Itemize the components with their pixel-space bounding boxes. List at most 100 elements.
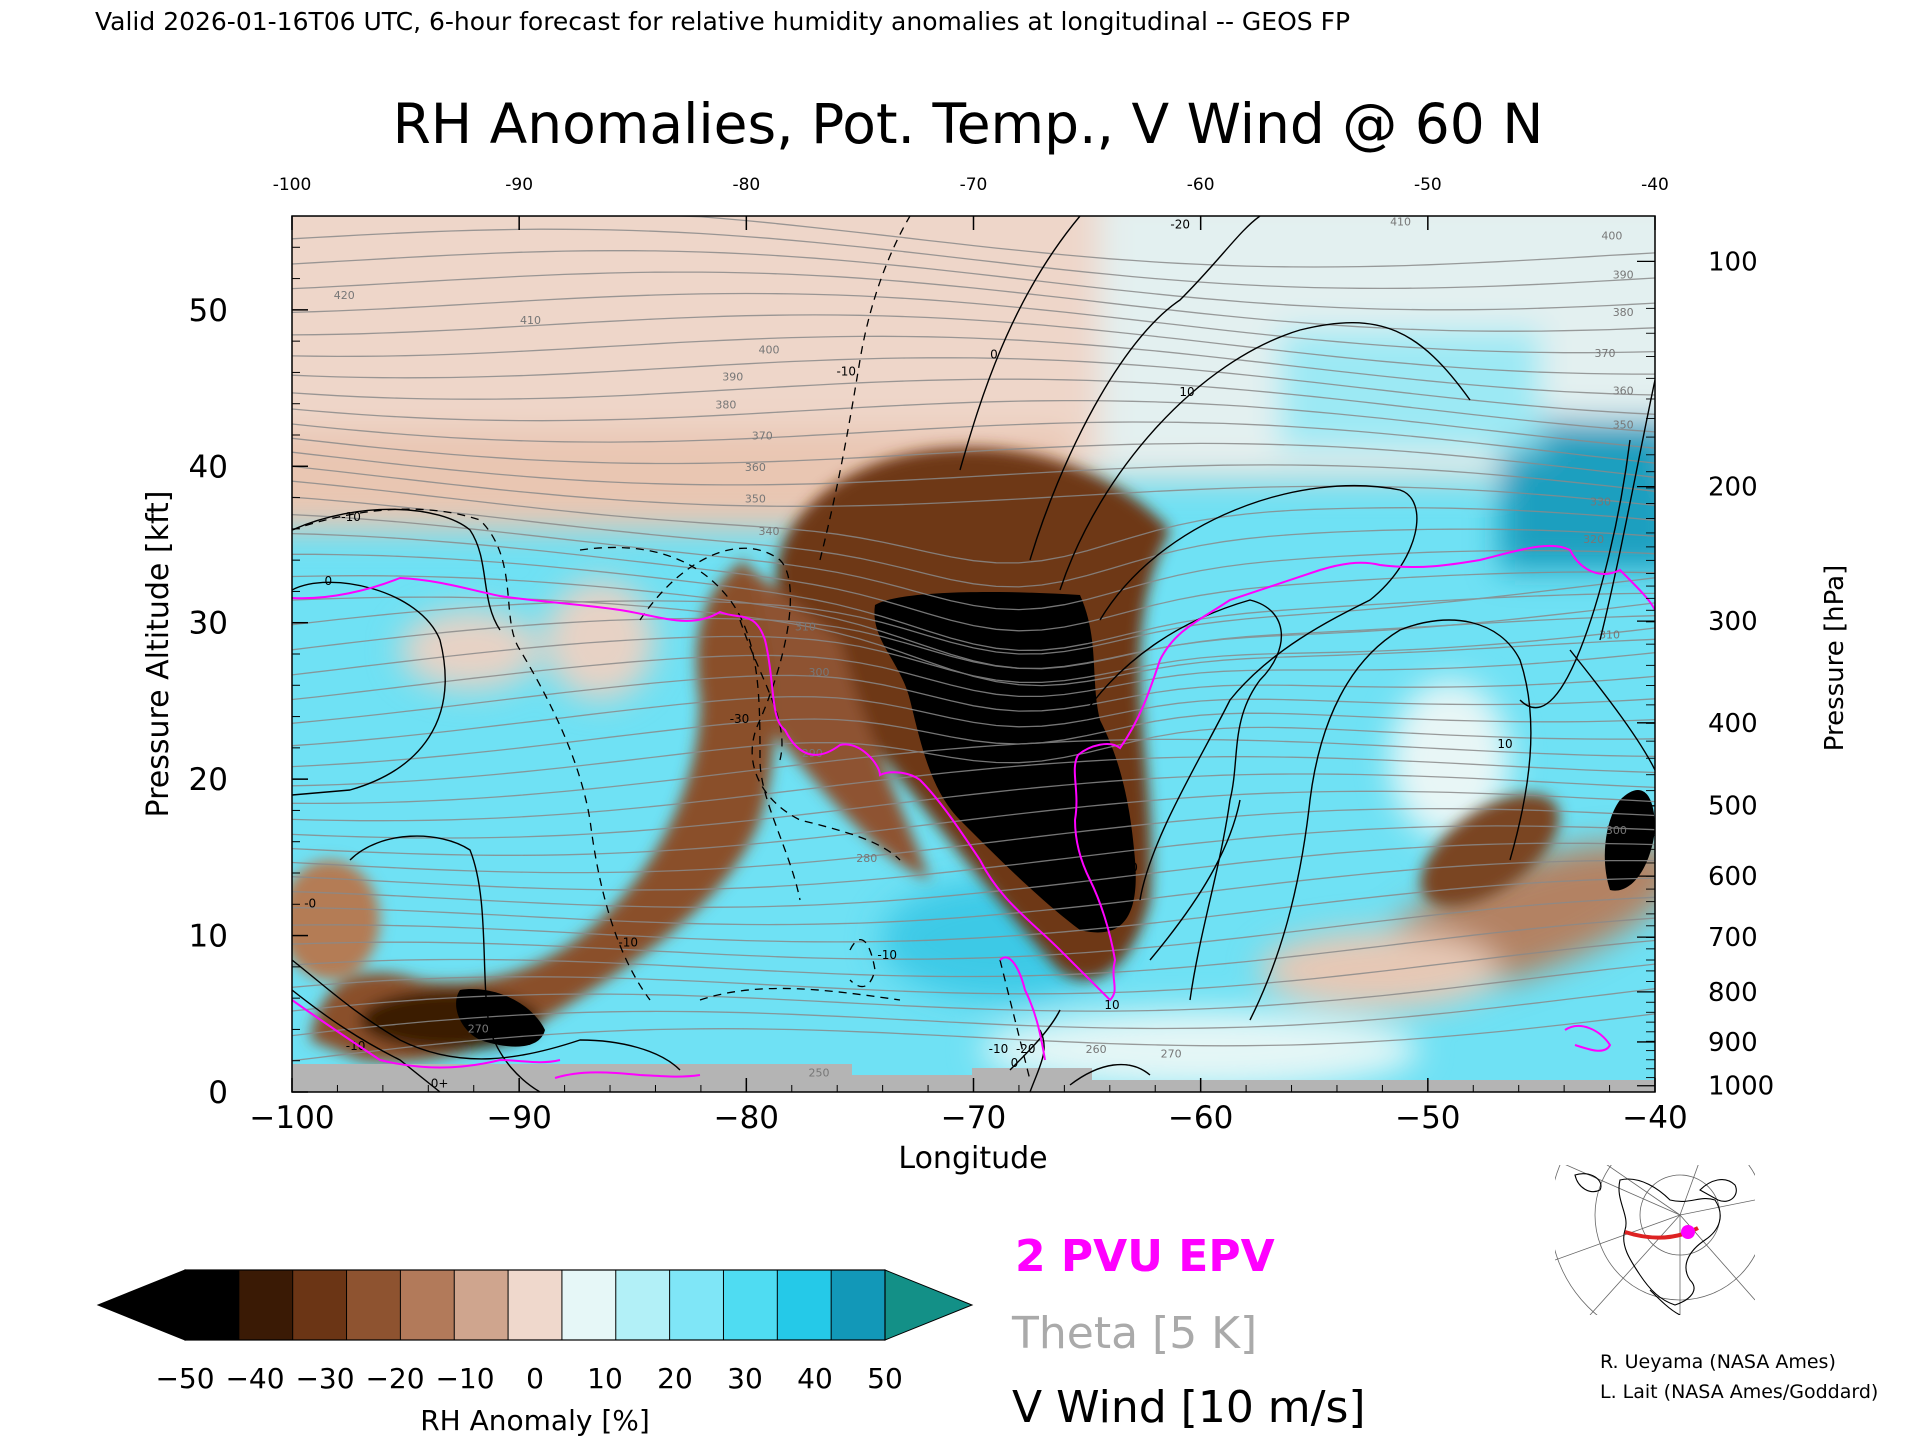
colorbar-under-arrow	[96, 1269, 186, 1341]
theta-label: 380	[1613, 306, 1634, 319]
pressure-tick-label: 300	[1708, 607, 1758, 637]
x-tick-label: −100	[249, 1100, 334, 1136]
theta-contour-line	[292, 963, 1655, 1012]
theta-contour-line	[292, 825, 1655, 891]
theta-contour-line	[292, 877, 1655, 943]
wind-label: 10	[1497, 737, 1512, 751]
theta-contour-line	[292, 896, 1655, 960]
theta-label: 410	[1390, 215, 1411, 228]
x-top-tick-label: -70	[960, 175, 988, 195]
wind-label: -10	[989, 1042, 1009, 1056]
colorbar-tick-label: −40	[225, 1362, 284, 1395]
theta-label: 270	[468, 1023, 489, 1036]
theta-contour-line	[292, 399, 1655, 449]
colorbar-frame	[184, 1269, 886, 1341]
theta-label: 360	[1613, 384, 1634, 397]
x-top-tick-label: -60	[1187, 175, 1215, 195]
theta-contour-line	[292, 807, 1655, 874]
wind-label: 30	[1123, 860, 1138, 874]
pressure-tick-label: 100	[1708, 247, 1758, 277]
colorbar-tick-label: 20	[657, 1362, 693, 1395]
colorbar-segment	[454, 1270, 509, 1340]
y-tick-label: 0	[208, 1075, 228, 1111]
y-tick-label: 40	[189, 449, 228, 485]
theta-contour-line	[292, 859, 1655, 926]
plot-area: 4204104003903803703603503403103002902802…	[292, 215, 1655, 1092]
colorbar-tick-label: 0	[526, 1362, 544, 1395]
theta-contour-line	[292, 357, 1655, 415]
theta-label: 370	[752, 430, 773, 443]
y-tick-label: 10	[189, 919, 228, 955]
colorbar-segment	[561, 1270, 617, 1340]
theta-contour-line	[292, 842, 1655, 908]
pressure-tick-label: 500	[1708, 792, 1758, 822]
theta-label: 350	[1613, 419, 1634, 432]
theta-label: 300	[809, 666, 830, 679]
theta-contour-line	[292, 250, 1655, 311]
theta-label: 360	[745, 461, 766, 474]
colorbar-over-arrow	[884, 1269, 974, 1341]
theta-contour-line	[292, 575, 1655, 670]
v-wind-negative-contours	[292, 216, 1031, 1081]
colorbar-tick-label: −50	[155, 1362, 214, 1395]
colorbar-label: RH Anomaly [%]	[420, 1404, 650, 1437]
x-axis-title: Longitude	[898, 1141, 1047, 1176]
colorbar-segment	[185, 1270, 240, 1340]
theta-label: 310	[1599, 628, 1620, 641]
wind-label: -0	[304, 896, 316, 910]
theta-contour-line	[292, 216, 1655, 268]
theta-contour-line	[292, 532, 1655, 632]
theta-label: 410	[520, 314, 541, 327]
theta-label: 320	[1583, 533, 1604, 546]
valid-time-header: Valid 2026-01-16T06 UTC, 6-hour forecast…	[95, 7, 1350, 36]
theta-label: 310	[795, 621, 816, 634]
theta-contour-line	[292, 652, 1655, 701]
x-tick-label: −80	[714, 1100, 779, 1136]
colorbar-segment	[400, 1270, 455, 1340]
y-tick-label: 50	[189, 293, 228, 329]
wind-label: -30	[730, 712, 750, 726]
colorbar-tick-label: 30	[727, 1362, 763, 1395]
theta-contour-line	[292, 674, 1655, 724]
theta-contour-line	[292, 465, 1655, 507]
chart-title: RH Anomalies, Pot. Temp., V Wind @ 60 N	[393, 92, 1544, 156]
theta-contour-line	[292, 271, 1655, 332]
pressure-tick-label: 700	[1708, 923, 1758, 953]
x-top-tick-label: -80	[732, 175, 760, 195]
theta-label: 390	[1613, 269, 1634, 282]
theta-label: 400	[759, 344, 780, 357]
theta-contour-line	[292, 513, 1655, 611]
wind-label: 0+	[431, 1076, 449, 1090]
theta-label: 260	[1086, 1043, 1107, 1056]
x-top-tick-label: -100	[273, 175, 312, 195]
colorbar-tick-label: −30	[295, 1362, 354, 1395]
theta-contour-line	[292, 917, 1655, 978]
credit-line-2: L. Lait (NASA Ames/Goddard)	[1600, 1381, 1878, 1403]
theta-label: 370	[1595, 347, 1616, 360]
colorbar-segment	[669, 1270, 724, 1340]
y-tick-label: 20	[189, 762, 228, 798]
colorbar-segment	[723, 1270, 778, 1340]
theta-contour-line	[292, 756, 1655, 822]
theta-label: 340	[759, 525, 780, 538]
theta-contour-line	[292, 726, 1655, 787]
theta-contour-line	[292, 314, 1655, 375]
theta-label: 250	[809, 1066, 830, 1079]
theta-label: 270	[1161, 1048, 1182, 1061]
wind-label: 0	[325, 574, 333, 588]
theta-contour-line	[292, 790, 1655, 856]
rh-anomaly-field	[292, 216, 1655, 1092]
x-tick-label: −60	[1168, 1100, 1233, 1136]
theta-contour-line	[292, 988, 1655, 1037]
epv-2pvu-contour	[292, 544, 1655, 1079]
x-tick-label: −70	[941, 1100, 1006, 1136]
theta-contour-line	[292, 712, 1655, 768]
theta-contour-line	[292, 378, 1655, 433]
pressure-tick-label: 200	[1708, 473, 1758, 503]
colorbar-tick-label: −20	[365, 1362, 424, 1395]
x-tick-label: −50	[1395, 1100, 1460, 1136]
colorbar-segment	[831, 1270, 886, 1340]
theta-contour-line	[292, 451, 1655, 492]
x-tick-label: −90	[486, 1100, 551, 1136]
